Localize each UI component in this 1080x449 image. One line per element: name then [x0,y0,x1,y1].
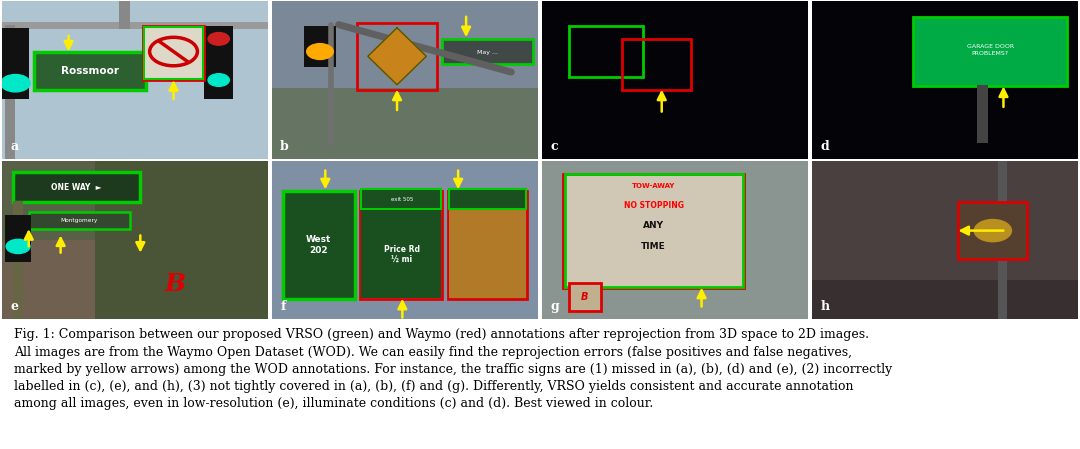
Bar [569,283,600,311]
Bar [4,215,31,262]
Text: Price Rd
½ mi: Price Rd ½ mi [383,245,420,264]
Bar [145,27,203,79]
Text: B: B [164,273,186,296]
Text: c: c [550,140,557,153]
Text: West
202: West 202 [306,235,332,255]
Bar [2,22,268,29]
Circle shape [208,74,229,86]
Text: B: B [581,292,589,302]
Text: ONE WAY  ►: ONE WAY ► [52,183,102,192]
Bar [305,26,336,67]
Text: b: b [280,140,288,153]
Bar [913,17,1067,86]
Bar [35,52,146,89]
Text: May ...: May ... [477,50,498,55]
Bar [272,88,538,159]
Bar [2,240,95,319]
Bar [357,23,437,89]
Text: Rossmoor: Rossmoor [60,66,119,75]
Bar [361,210,441,298]
Bar [361,189,441,209]
Bar [564,174,744,288]
Text: GARAGE DOOR
PROBLEMS?: GARAGE DOOR PROBLEMS? [967,44,1014,56]
Bar [449,189,526,209]
Bar [360,191,442,299]
Circle shape [974,220,1012,242]
Bar [29,211,130,229]
Circle shape [1,75,30,92]
Bar [913,17,1067,86]
Text: h: h [820,300,829,313]
Text: TOW-AWAY: TOW-AWAY [632,183,675,189]
Circle shape [208,33,229,45]
Bar [283,191,354,299]
Text: Fig. 1: Comparison between our proposed VRSO (green) and Waymo (red) annotations: Fig. 1: Comparison between our proposed … [14,328,892,410]
Bar [119,1,130,29]
Text: a: a [10,140,18,153]
Bar [204,26,233,99]
Bar [998,161,1008,319]
Bar [95,161,268,319]
Bar [442,39,532,64]
Text: f: f [280,300,285,313]
Text: TIME: TIME [642,242,666,251]
Bar [622,39,691,89]
Text: e: e [10,300,18,313]
Circle shape [307,44,334,59]
Bar [958,202,1027,259]
Bar [565,174,743,287]
Text: exit 505: exit 505 [391,197,413,202]
Circle shape [6,239,30,254]
Bar [977,85,987,143]
Bar [447,191,527,299]
Text: g: g [550,300,558,313]
Polygon shape [368,28,427,85]
Bar [449,210,526,298]
Text: NO STOPPING: NO STOPPING [624,201,684,210]
Text: Montgomery: Montgomery [60,218,98,223]
Bar [569,26,643,77]
Bar [13,201,24,319]
Bar [812,280,1078,319]
Bar [4,25,15,159]
Bar [2,28,29,99]
Text: d: d [820,140,828,153]
Bar [143,26,204,80]
Bar [13,172,140,202]
Text: ANY: ANY [644,221,664,230]
